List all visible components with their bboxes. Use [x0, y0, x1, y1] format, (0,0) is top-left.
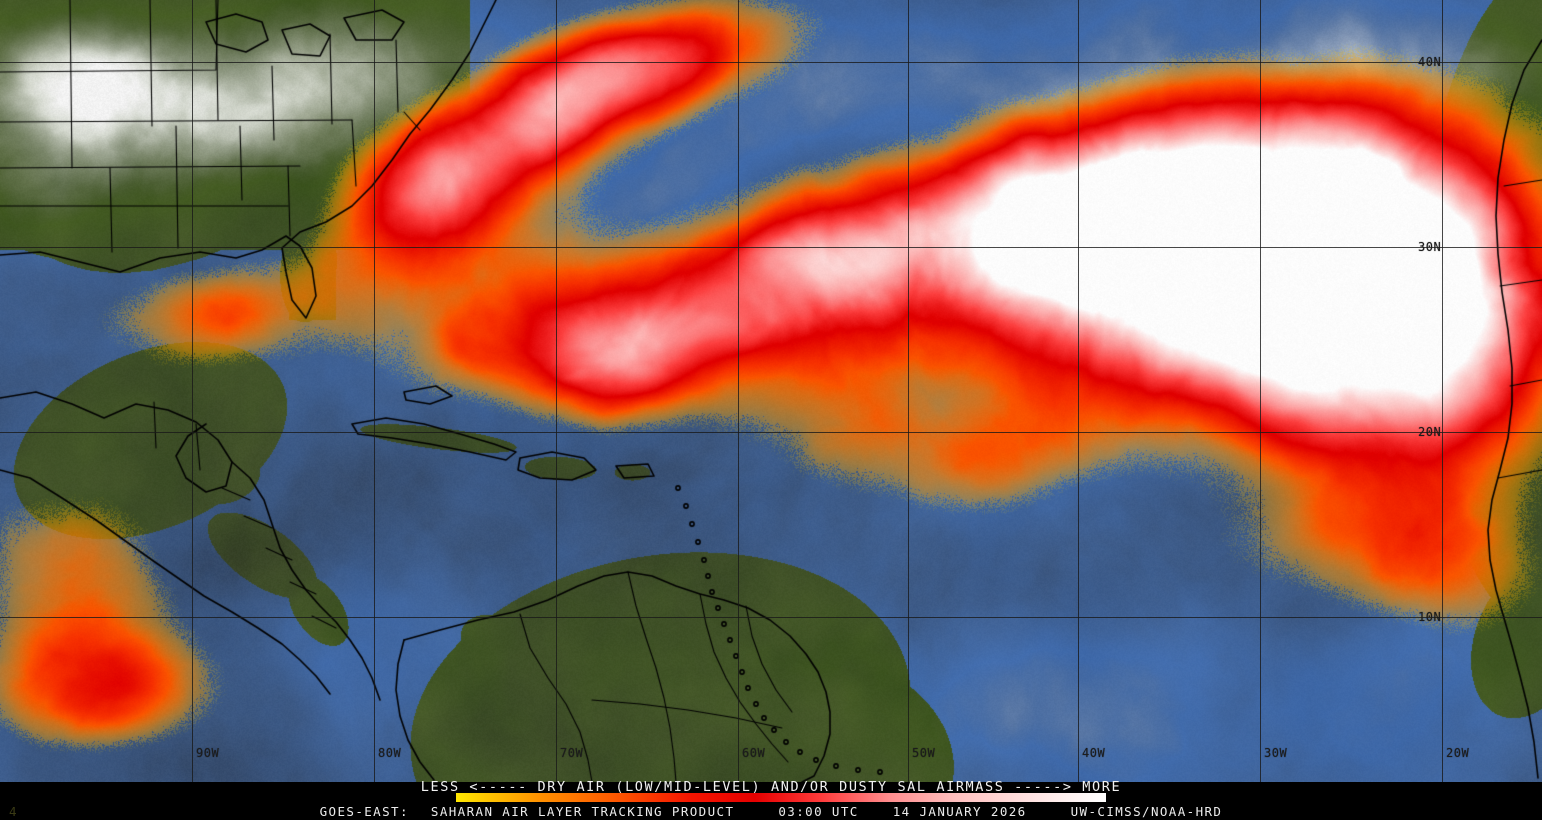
satellite-label: GOES-EAST:	[319, 804, 409, 819]
observation-date: 14 JANUARY 2026	[892, 804, 1027, 819]
satellite-imagery-canvas	[0, 0, 1542, 782]
product-title: SAHARAN AIR LAYER TRACKING PRODUCT	[430, 804, 735, 819]
frame-number: 4	[9, 804, 17, 819]
product-footer: LESS <----- DRY AIR (LOW/MID-LEVEL) AND/…	[0, 779, 1542, 820]
observation-time: 03:00 UTC	[778, 804, 859, 819]
sal-intensity-colorbar	[456, 793, 1106, 802]
credit-row: GOES-EAST: SAHARAN AIR LAYER TRACKING PR…	[0, 804, 1542, 820]
colorbar-caption: LESS <----- DRY AIR (LOW/MID-LEVEL) AND/…	[420, 779, 1122, 795]
attribution: UW-CIMSS/NOAA-HRD	[1070, 804, 1223, 819]
satellite-image: 90W 80W 70W 60W 50W 40W 30W 20W 40N 30N 20N 10N	[0, 0, 1542, 782]
